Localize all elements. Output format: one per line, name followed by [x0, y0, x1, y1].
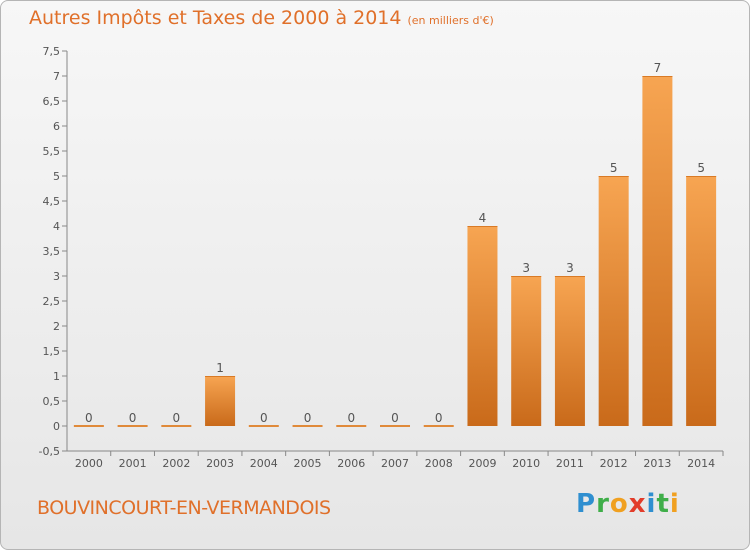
y-tick-label: 6	[53, 120, 60, 133]
data-label: 0	[391, 411, 399, 425]
proxiti-logo: Proxiti	[576, 489, 680, 519]
x-tick-label: 2006	[337, 457, 365, 470]
x-tick-label: 2007	[381, 457, 409, 470]
x-tick-label: 2014	[687, 457, 715, 470]
data-label: 0	[347, 411, 355, 425]
x-tick-label: 2004	[250, 457, 278, 470]
data-label: 0	[129, 411, 137, 425]
data-label: 0	[304, 411, 312, 425]
x-tick-label: 2002	[162, 457, 190, 470]
y-tick-label: 5,5	[43, 145, 61, 158]
chart-title-main: Autres Impôts et Taxes de 2000 à 2014	[29, 7, 402, 29]
bar	[467, 226, 498, 426]
y-tick-label: 6,5	[43, 95, 61, 108]
data-label: 0	[435, 411, 443, 425]
bar	[642, 76, 673, 426]
logo-letter: P	[576, 489, 597, 519]
y-tick-label: 4	[53, 220, 60, 233]
logo-letter: i	[669, 489, 680, 519]
bar	[598, 176, 629, 426]
y-tick-label: 0	[53, 420, 60, 433]
y-tick-label: 2	[53, 320, 60, 333]
y-tick-label: 1	[53, 370, 60, 383]
x-tick-label: 2012	[600, 457, 628, 470]
y-axis: -0,5 0 0,5 1 1,5 2 2,5 3 3,5 4 4,5 5 5,5 6 6,5 7 7,5	[39, 45, 68, 458]
logo-letter: x	[628, 489, 647, 519]
bar	[554, 276, 585, 426]
y-tick-label: 5	[53, 170, 60, 183]
data-label: 0	[85, 411, 93, 425]
y-tick-label: 2,5	[43, 295, 61, 308]
data-label: 4	[479, 211, 487, 225]
data-label: 0	[173, 411, 181, 425]
y-tick-label: 0,5	[43, 395, 61, 408]
bar	[686, 176, 717, 426]
x-tick-label: 2000	[75, 457, 103, 470]
y-tick-label: 4,5	[43, 195, 61, 208]
data-label: 5	[697, 161, 705, 175]
x-axis: 2000 2001 2002 2003 2004 2005 2006 2007 2008 2009…	[67, 450, 724, 470]
x-tick-label: 2009	[468, 457, 496, 470]
data-label: 3	[522, 261, 530, 275]
y-tick-label: 3	[53, 270, 60, 283]
logo-letter: o	[609, 489, 629, 519]
logo-letter: i	[646, 489, 657, 519]
logo-letter: r	[596, 489, 610, 519]
location-name: BOUVINCOURT-EN-VERMANDOIS	[37, 497, 331, 519]
data-label: 0	[260, 411, 268, 425]
chart-title: Autres Impôts et Taxes de 2000 à 2014 (en…	[29, 7, 494, 29]
y-tick-label: 7,5	[43, 45, 61, 58]
y-tick-label: 7	[53, 70, 60, 83]
data-label: 1	[216, 361, 224, 375]
x-tick-label: 2008	[425, 457, 453, 470]
y-tick-label: -0,5	[39, 445, 60, 458]
y-tick-label: 3,5	[43, 245, 61, 258]
x-tick-label: 2003	[206, 457, 234, 470]
y-tick-label: 1,5	[43, 345, 61, 358]
logo-letter: t	[656, 489, 670, 519]
data-label: 5	[610, 161, 618, 175]
data-label: 3	[566, 261, 574, 275]
x-tick-label: 2005	[294, 457, 322, 470]
bar-series: 0 0 0 1 0 0 0 0 0 4 3 3 5 7 5	[73, 61, 717, 427]
bar	[511, 276, 542, 426]
bar	[205, 376, 236, 426]
chart-title-unit: (en milliers d'€)	[407, 14, 494, 27]
x-tick-label: 2010	[512, 457, 540, 470]
x-tick-label: 2013	[643, 457, 671, 470]
data-label: 7	[654, 61, 662, 75]
x-tick-label: 2011	[556, 457, 584, 470]
x-tick-label: 2001	[119, 457, 147, 470]
